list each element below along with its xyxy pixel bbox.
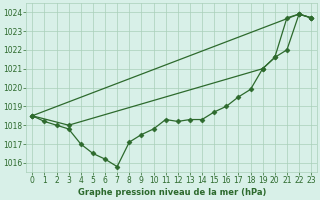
X-axis label: Graphe pression niveau de la mer (hPa): Graphe pression niveau de la mer (hPa) bbox=[77, 188, 266, 197]
